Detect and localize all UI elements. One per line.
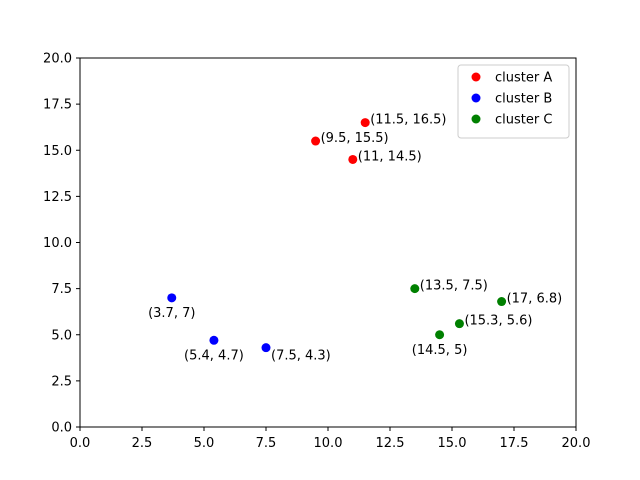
point-label: (14.5, 5): [412, 343, 468, 358]
data-point: [311, 136, 321, 146]
point-label: (11.5, 16.5): [370, 113, 446, 128]
data-point: [360, 118, 370, 128]
legend: cluster A cluster B cluster C: [457, 64, 570, 139]
point-label: (5.4, 4.7): [184, 348, 244, 363]
data-point: [167, 293, 177, 303]
x-tick-label: 17.5: [500, 436, 529, 451]
legend-label: cluster B: [495, 92, 552, 107]
point-label: (3.7, 7): [148, 306, 195, 321]
y-tick-label: 5.0: [51, 328, 72, 343]
legend-label: cluster A: [495, 71, 552, 86]
x-tick-label: 12.5: [376, 436, 405, 451]
x-tick-label: 2.5: [132, 436, 153, 451]
axis-ticks: 0.0 2.5 5.0 7.5 10.0 12.5 15.0 17.5 20.0 0.0 2.5 5.…: [43, 52, 590, 452]
axes-frame: [79, 57, 577, 428]
data-point: [348, 154, 358, 164]
x-tick-label: 7.5: [256, 436, 277, 451]
y-tick-label: 17.5: [43, 98, 72, 113]
point-label: (15.3, 5.6): [464, 314, 532, 329]
x-tick-label: 5.0: [194, 436, 215, 451]
data-point: [261, 343, 271, 353]
y-tick-label: 10.0: [43, 236, 72, 251]
y-tick-label: 2.5: [51, 374, 72, 389]
legend-marker: [471, 114, 481, 124]
y-tick-label: 12.5: [43, 190, 72, 205]
legend-marker: [471, 72, 481, 82]
y-tick-label: 7.5: [51, 282, 72, 297]
y-tick-label: 20.0: [43, 52, 72, 67]
x-tick-label: 10.0: [314, 436, 343, 451]
x-tick-label: 15.0: [438, 436, 467, 451]
point-label: (17, 6.8): [507, 292, 563, 307]
point-label: (13.5, 7.5): [420, 279, 488, 294]
point-label: (11, 14.5): [358, 149, 422, 164]
data-points: (9.5, 15.5) (11, 14.5) (11.5, 16.5) (3.7, 7…: [148, 113, 562, 364]
x-tick-label: 20.0: [562, 436, 591, 451]
data-point: [497, 297, 507, 307]
point-label: (7.5, 4.3): [271, 349, 331, 364]
x-tick-label: 0.0: [70, 436, 91, 451]
point-label: (9.5, 15.5): [321, 131, 389, 146]
y-tick-label: 15.0: [43, 144, 72, 159]
data-point: [410, 284, 420, 294]
legend-label: cluster C: [495, 113, 552, 128]
data-point: [454, 319, 464, 329]
data-point: [209, 335, 219, 345]
legend-box: [457, 64, 570, 139]
y-tick-label: 0.0: [51, 421, 72, 436]
legend-marker: [471, 93, 481, 103]
data-point: [435, 330, 445, 340]
